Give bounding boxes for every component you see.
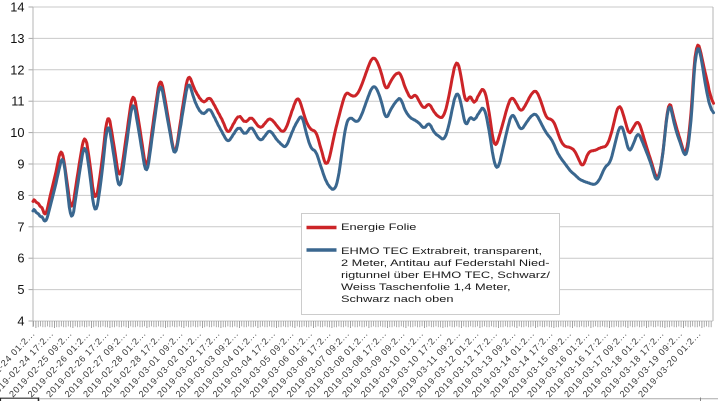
svg-text:2 Meter, Antitau auf Federstah: 2 Meter, Antitau auf Federstahl Nied- <box>341 259 550 269</box>
svg-text:Schwarz nach oben: Schwarz nach oben <box>341 294 453 304</box>
svg-text:11: 11 <box>11 94 24 109</box>
svg-text:7: 7 <box>17 219 24 234</box>
svg-text:4: 4 <box>17 314 24 329</box>
svg-text:6: 6 <box>17 251 24 266</box>
svg-text:Energie Folie: Energie Folie <box>341 223 416 233</box>
svg-text:5: 5 <box>17 282 24 297</box>
svg-text:14: 14 <box>10 0 24 15</box>
svg-text:Weiss Taschenfolie 1,4 Meter,: Weiss Taschenfolie 1,4 Meter, <box>341 282 511 292</box>
svg-text:13: 13 <box>10 31 24 46</box>
svg-text:10: 10 <box>10 125 24 140</box>
svg-text:8: 8 <box>17 188 24 203</box>
svg-text:12: 12 <box>10 62 24 77</box>
svg-text:EHMO TEC Extrabreit, transpare: EHMO TEC Extrabreit, transparent, <box>341 247 542 257</box>
svg-text:9: 9 <box>17 157 24 172</box>
svg-text:rigtunnel über EHMO TEC, Schwa: rigtunnel über EHMO TEC, Schwarz/ <box>341 271 551 281</box>
